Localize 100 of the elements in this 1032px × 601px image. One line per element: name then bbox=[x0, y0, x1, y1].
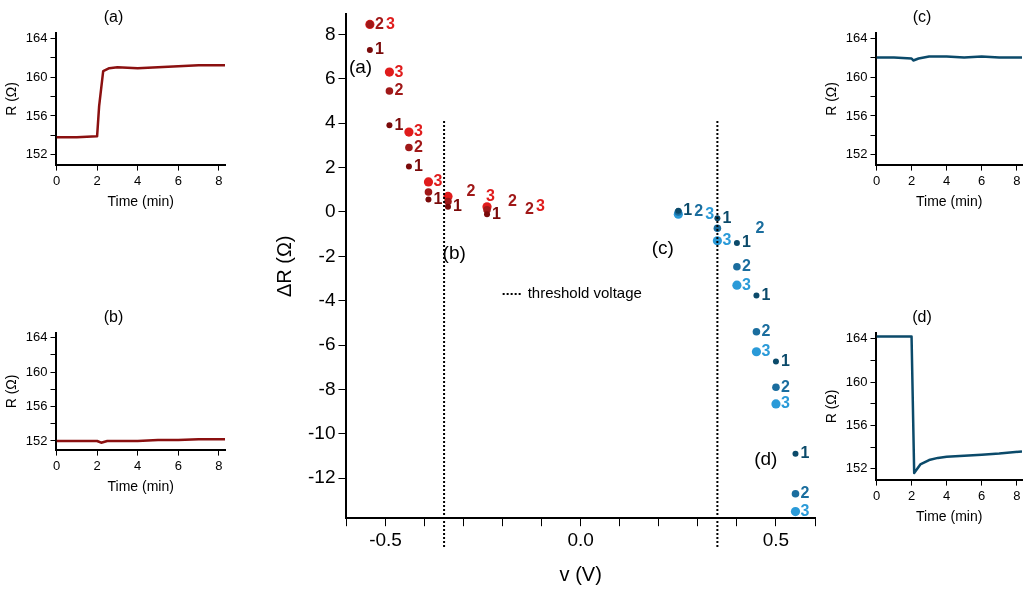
text: 1 bbox=[394, 115, 404, 133]
y-tick-label: 0 bbox=[324, 200, 336, 222]
x-tick-label: 4 bbox=[943, 172, 951, 188]
y-tick-label: -6 bbox=[318, 333, 336, 355]
y-tick-label: 164 bbox=[25, 29, 48, 45]
series-label: 1 bbox=[722, 208, 732, 226]
annotation: (a) bbox=[348, 55, 373, 77]
text: 1 bbox=[413, 156, 423, 174]
y-tick-label: 4 bbox=[324, 111, 336, 133]
y-tick-label: 156 bbox=[845, 416, 868, 432]
text: 1 bbox=[780, 351, 790, 369]
y-axis-title: R (Ω) bbox=[823, 82, 840, 116]
x-axis-title: Time (min) bbox=[107, 193, 174, 210]
text: 2 bbox=[694, 202, 704, 220]
text: 2 bbox=[525, 200, 534, 218]
text: 1 bbox=[800, 444, 810, 462]
x-axis-title: Time (min) bbox=[916, 508, 983, 525]
x-tick-label: 2 bbox=[93, 457, 101, 473]
x-tick-label: -0.5 bbox=[369, 528, 402, 550]
y-tick-label: -2 bbox=[318, 244, 336, 266]
y-tick-label: 156 bbox=[845, 107, 868, 123]
text: 1 bbox=[492, 204, 501, 222]
y-tick-label: 160 bbox=[845, 68, 868, 84]
x-tick-label: 8 bbox=[1013, 487, 1021, 503]
x-tick-label: 2 bbox=[907, 172, 916, 188]
series-label: 1 bbox=[452, 197, 462, 215]
series-label: 3 bbox=[741, 275, 751, 293]
annotation: (d) bbox=[754, 448, 778, 470]
y-tick-label: 164 bbox=[845, 29, 868, 45]
x-axis-title: v (V) bbox=[559, 562, 602, 585]
y-tick-label: 152 bbox=[845, 146, 868, 162]
chart-title: (d) bbox=[912, 308, 932, 326]
text: 1 bbox=[374, 40, 384, 58]
y-tick-label: -12 bbox=[307, 466, 336, 488]
x-tick-label: 0 bbox=[52, 457, 61, 473]
text: 2 bbox=[741, 257, 751, 275]
text: 2 bbox=[374, 14, 384, 32]
text: 1 bbox=[683, 201, 693, 219]
y-tick-label: -8 bbox=[318, 377, 336, 399]
x-tick-label: 4 bbox=[134, 457, 142, 473]
y-tick-label: 164 bbox=[25, 329, 48, 345]
x-axis-title: Time (min) bbox=[916, 193, 983, 210]
text: 3 bbox=[780, 394, 790, 412]
x-tick-label: 6 bbox=[174, 172, 182, 188]
text: 3 bbox=[536, 197, 545, 215]
text: 2 bbox=[755, 218, 765, 236]
y-tick-label: -4 bbox=[318, 288, 336, 310]
text: 1 bbox=[433, 189, 443, 207]
x-tick-label: 4 bbox=[134, 172, 142, 188]
chart-title: (b) bbox=[103, 308, 124, 326]
y-tick-label: 160 bbox=[845, 373, 868, 389]
x-tick-label: 4 bbox=[943, 487, 951, 503]
x-tick-label: 8 bbox=[1013, 172, 1021, 188]
y-tick-label: 156 bbox=[25, 107, 48, 123]
annotation: (c) bbox=[651, 236, 674, 258]
ref-line-label: threshold voltage bbox=[527, 284, 642, 302]
text: 3 bbox=[413, 122, 423, 140]
y-axis-title: R (Ω) bbox=[3, 82, 20, 116]
text: 1 bbox=[761, 286, 771, 303]
y-axis-title: R (Ω) bbox=[3, 374, 20, 409]
text: 3 bbox=[433, 172, 443, 190]
x-tick-label: 0.0 bbox=[567, 528, 594, 550]
text: 3 bbox=[485, 186, 495, 204]
y-tick-label: 160 bbox=[25, 68, 48, 84]
annotation: (b) bbox=[442, 241, 466, 263]
y-tick-label: 152 bbox=[845, 460, 868, 476]
text: 2 bbox=[394, 81, 404, 99]
text: 1 bbox=[741, 233, 751, 251]
x-tick-label: 0 bbox=[872, 487, 881, 503]
x-tick-label: 8 bbox=[215, 172, 223, 188]
text: 3 bbox=[705, 204, 715, 222]
text: 3 bbox=[800, 501, 810, 519]
y-tick-label: 156 bbox=[25, 398, 48, 414]
text: 3 bbox=[761, 342, 771, 360]
x-tick-label: 8 bbox=[215, 457, 223, 473]
series-label: 2 bbox=[761, 322, 771, 340]
y-tick-label: 152 bbox=[25, 432, 48, 448]
x-axis-title: Time (min) bbox=[107, 478, 174, 495]
x-tick-label: 0 bbox=[52, 172, 61, 188]
y-tick-label: 8 bbox=[324, 22, 336, 44]
y-tick-label: 164 bbox=[845, 330, 868, 346]
series-label: 3 bbox=[394, 62, 404, 80]
y-tick-label: -10 bbox=[307, 422, 336, 444]
y-tick-label: 160 bbox=[25, 363, 48, 379]
x-tick-label: 0 bbox=[872, 172, 881, 188]
series-label: 2 bbox=[413, 137, 423, 155]
y-axis-title: ΔR (Ω) bbox=[272, 235, 295, 298]
chart-title: (a) bbox=[103, 8, 124, 26]
text: 2 bbox=[780, 377, 790, 395]
x-tick-label: 0.5 bbox=[762, 528, 790, 550]
x-tick-label: 2 bbox=[907, 487, 916, 503]
y-tick-label: 6 bbox=[324, 67, 336, 88]
x-tick-label: 6 bbox=[174, 457, 182, 473]
text: 2 bbox=[507, 191, 517, 209]
x-tick-label: 6 bbox=[978, 487, 986, 503]
chart-title: (c) bbox=[912, 8, 932, 26]
y-tick-label: 152 bbox=[25, 146, 48, 162]
y-axis-title: R (Ω) bbox=[823, 389, 840, 424]
x-tick-label: 2 bbox=[93, 172, 101, 188]
text: 3 bbox=[385, 14, 395, 32]
